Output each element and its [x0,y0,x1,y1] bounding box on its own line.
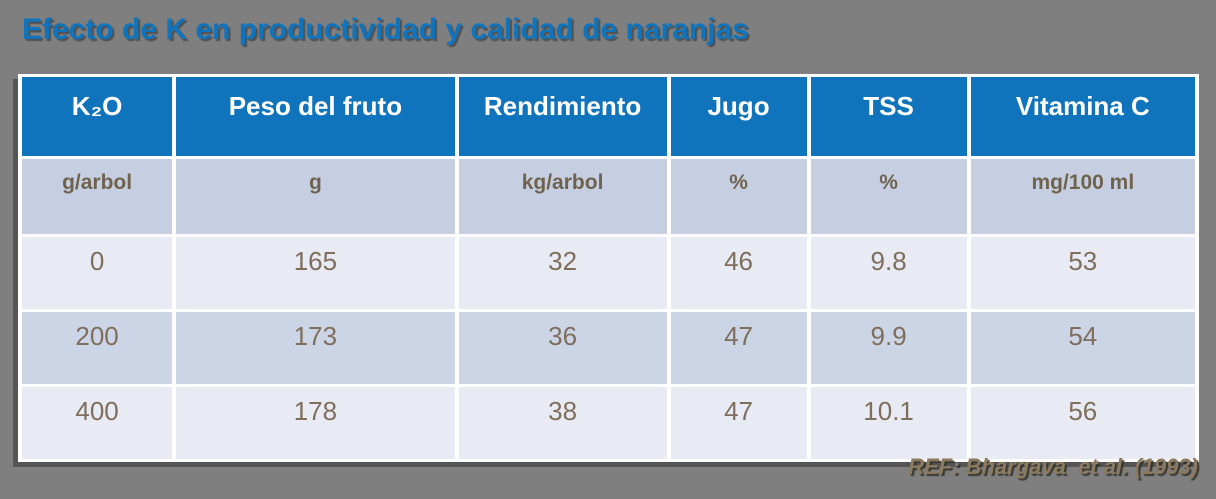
table-header-row: K₂O Peso del fruto Rendimiento Jugo TSS … [17,74,1200,159]
data-cell: 47 [666,309,811,387]
units-cell: g/arbol [17,156,177,237]
units-cell: kg/arbol [454,156,671,237]
units-cell: mg/100 ml [966,156,1200,237]
header-cell-peso-del-fruto: Peso del fruto [172,74,459,159]
data-cell: 173 [172,309,459,387]
units-cell: % [806,156,971,237]
results-table-container: K₂O Peso del fruto Rendimiento Jugo TSS … [17,74,1200,462]
data-cell: 56 [966,384,1200,462]
data-cell: 9.9 [806,309,971,387]
data-cell: 400 [17,384,177,462]
header-cell-jugo: Jugo [666,74,811,159]
table-row: 0 165 32 46 9.8 53 [17,234,1200,312]
header-cell-tss: TSS [806,74,971,159]
table-row: 200 173 36 47 9.9 54 [17,309,1200,387]
data-cell: 32 [454,234,671,312]
data-cell: 54 [966,309,1200,387]
data-cell: 178 [172,384,459,462]
header-cell-vitamina-c: Vitamina C [966,74,1200,159]
data-cell: 36 [454,309,671,387]
data-cell: 53 [966,234,1200,312]
data-cell: 47 [666,384,811,462]
data-cell: 200 [17,309,177,387]
units-cell: g [172,156,459,237]
data-cell: 46 [666,234,811,312]
units-cell: % [666,156,811,237]
results-table: K₂O Peso del fruto Rendimiento Jugo TSS … [17,74,1200,462]
table-units-row: g/arbol g kg/arbol % % mg/100 ml [17,156,1200,237]
data-cell: 9.8 [806,234,971,312]
page-title: Efecto de K en productividad y calidad d… [22,13,749,46]
data-cell: 0 [17,234,177,312]
header-cell-k2o: K₂O [17,74,177,159]
table-row: 400 178 38 47 10.1 56 [17,384,1200,462]
data-cell: 38 [454,384,671,462]
header-cell-rendimiento: Rendimiento [454,74,671,159]
data-cell: 10.1 [806,384,971,462]
reference-citation: REF: Bhargava et al. (1993) [908,454,1198,479]
data-cell: 165 [172,234,459,312]
